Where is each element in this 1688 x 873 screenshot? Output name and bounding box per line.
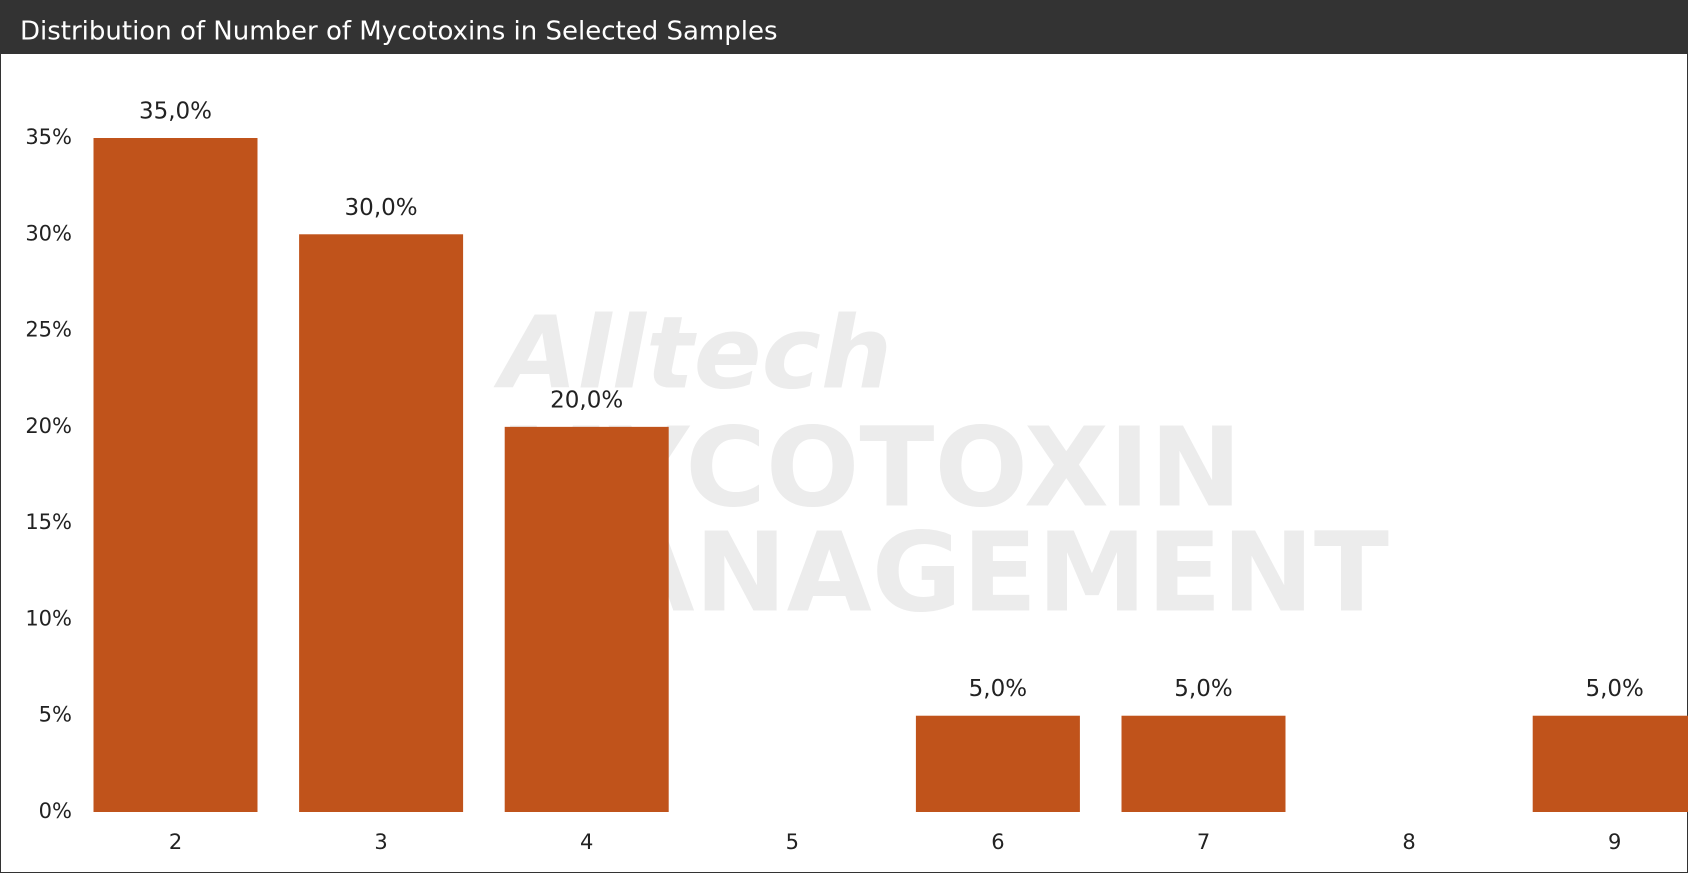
y-tick-label: 0% bbox=[39, 799, 72, 823]
data-label: 35,0% bbox=[139, 99, 212, 125]
x-tick-label: 7 bbox=[1197, 830, 1210, 854]
y-tick-label: 10% bbox=[25, 606, 72, 630]
y-tick-label: 15% bbox=[25, 510, 72, 534]
y-tick-label: 25% bbox=[25, 318, 72, 342]
chart-title: Distribution of Number of Mycotoxins in … bbox=[20, 17, 778, 47]
y-tick-label: 35% bbox=[25, 125, 72, 149]
bar bbox=[93, 138, 258, 812]
x-tick-label: 4 bbox=[580, 830, 593, 854]
bar bbox=[299, 234, 464, 813]
bar bbox=[915, 715, 1080, 812]
data-label: 5,0% bbox=[1585, 676, 1643, 702]
x-tick-label: 6 bbox=[991, 830, 1004, 854]
x-tick-label: 5 bbox=[786, 830, 799, 854]
x-tick-label: 8 bbox=[1402, 830, 1415, 854]
bar bbox=[504, 426, 669, 812]
y-tick-label: 30% bbox=[25, 221, 72, 245]
x-tick-label: 2 bbox=[169, 830, 182, 854]
y-tick-label: 20% bbox=[25, 414, 72, 438]
title-bar bbox=[0, 0, 1688, 54]
y-tick-label: 5% bbox=[39, 703, 72, 727]
bar bbox=[1121, 715, 1286, 812]
x-tick-label: 3 bbox=[374, 830, 387, 854]
x-tick-label: 9 bbox=[1608, 830, 1621, 854]
data-label: 5,0% bbox=[1174, 676, 1232, 702]
data-label: 30,0% bbox=[345, 195, 418, 221]
watermark-text: Alltech bbox=[493, 294, 892, 411]
bar bbox=[1532, 715, 1688, 812]
data-label: 20,0% bbox=[550, 387, 623, 413]
data-label: 5,0% bbox=[969, 676, 1027, 702]
